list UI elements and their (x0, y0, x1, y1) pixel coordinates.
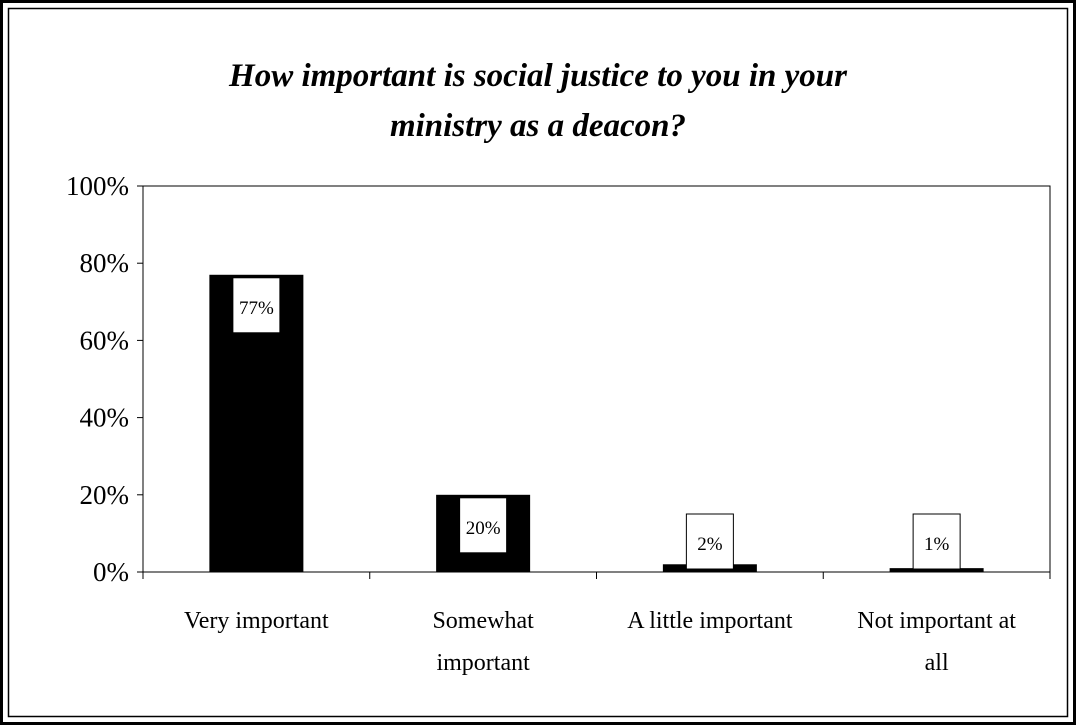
category-label: Very important (184, 608, 329, 634)
category-label: A little important (627, 608, 793, 634)
y-axis: 0% 20% 40% 60% 80% 100% (66, 171, 143, 587)
x-axis: Very important Somewhat important A little … (143, 572, 1050, 676)
category-label: all (925, 650, 949, 676)
y-tick-label: 60% (80, 325, 130, 355)
y-tick-label: 80% (80, 248, 130, 278)
y-tick-label: 100% (66, 171, 129, 201)
category-label: Somewhat (432, 608, 534, 634)
chart-title-line-2: ministry as a deacon? (390, 108, 686, 144)
y-tick-label: 40% (80, 403, 130, 433)
data-label: 77% (239, 298, 274, 319)
data-label: 2% (697, 534, 723, 555)
y-tick-label: 20% (80, 480, 130, 510)
chart-title-line-1: How important is social justice to you i… (228, 58, 848, 94)
data-labels: 77% 20% 2% 1% (233, 278, 960, 569)
data-label: 1% (924, 534, 950, 555)
category-label: Not important at (857, 608, 1016, 634)
y-tick-label: 0% (93, 557, 129, 587)
data-label: 20% (466, 518, 501, 539)
category-label: important (436, 650, 530, 676)
bars (209, 275, 983, 572)
